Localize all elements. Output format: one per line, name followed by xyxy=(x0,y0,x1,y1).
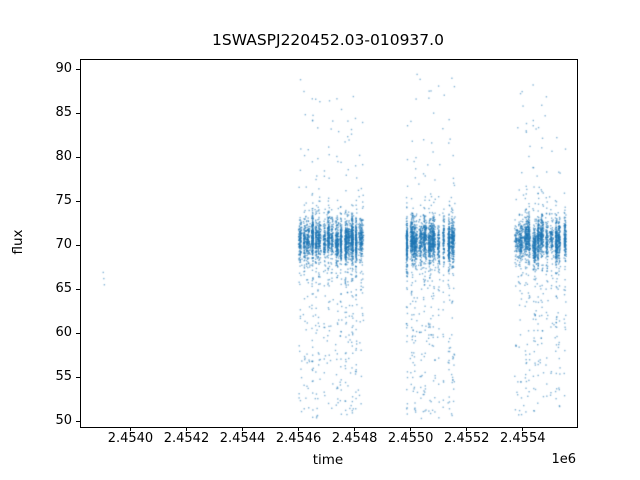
x-tick-label: 2.4550 xyxy=(387,431,434,446)
y-tick-mark xyxy=(76,112,80,114)
y-tick-mark xyxy=(76,244,80,246)
x-tick-mark xyxy=(242,427,244,431)
x-tick-mark xyxy=(410,427,412,431)
plot-title: 1SWASPJ220452.03-010937.0 xyxy=(212,31,444,49)
y-tick-label: 80 xyxy=(55,149,72,165)
x-axis-label: time xyxy=(312,452,344,468)
y-tick-label: 75 xyxy=(55,193,72,209)
x-tick-label: 2.4552 xyxy=(443,431,490,446)
y-tick-label: 50 xyxy=(55,413,72,429)
x-tick-label: 2.4540 xyxy=(107,431,154,446)
x-tick-mark xyxy=(185,427,187,431)
y-tick-mark xyxy=(76,288,80,290)
x-tick-label: 2.4544 xyxy=(219,431,266,446)
x-tick-mark xyxy=(354,427,356,431)
y-tick-mark xyxy=(76,420,80,422)
x-tick-label: 2.4554 xyxy=(500,431,546,446)
y-tick-label: 90 xyxy=(55,61,72,77)
y-tick-mark xyxy=(76,376,80,378)
y-tick-label: 65 xyxy=(55,281,72,297)
y-axis-label: flux xyxy=(10,229,26,255)
axis-offset-text: 1e6 xyxy=(551,452,576,467)
y-tick-mark xyxy=(76,68,80,70)
x-tick-mark xyxy=(129,427,131,431)
y-tick-label: 55 xyxy=(55,369,72,385)
x-tick-label: 2.4548 xyxy=(331,431,378,446)
y-tick-label: 60 xyxy=(55,325,72,341)
y-tick-mark xyxy=(76,200,80,202)
y-tick-mark xyxy=(76,156,80,158)
x-tick-mark xyxy=(466,427,468,431)
scatter-canvas xyxy=(80,59,576,426)
x-tick-label: 2.4546 xyxy=(275,431,322,446)
x-tick-label: 2.4542 xyxy=(163,431,210,446)
y-tick-label: 70 xyxy=(55,237,72,253)
x-tick-mark xyxy=(298,427,300,431)
y-tick-label: 85 xyxy=(55,105,72,121)
y-tick-mark xyxy=(76,332,80,334)
x-tick-mark xyxy=(522,427,524,431)
